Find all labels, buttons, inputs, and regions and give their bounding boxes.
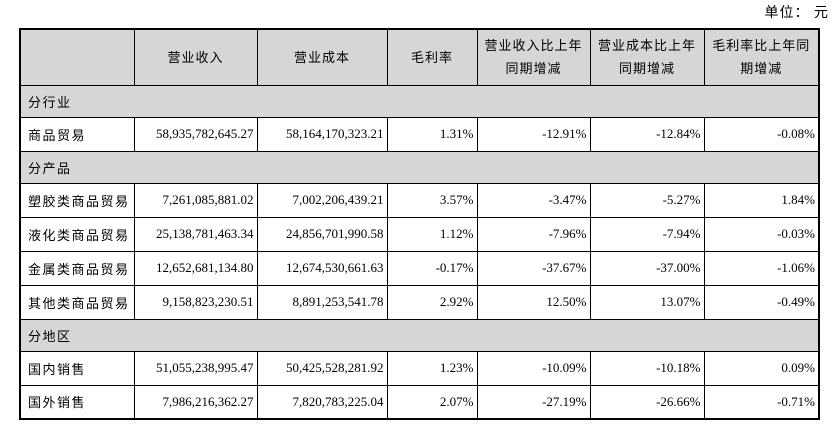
header-cell-gross-margin: 毛利率 <box>386 28 478 86</box>
cell-value: 8,891,253,541.78 <box>256 284 388 320</box>
header-cell-margin-yoy: 毛利率比上年同期增减 <box>703 28 820 86</box>
section-label: 分地区 <box>19 318 820 352</box>
data-row: 金属类商品贸易 12,652,681,134.80 12,674,530,661.6… <box>19 250 820 286</box>
data-row: 国外销售 7,986,216,362.27 7,820,783,225.04 2.07… <box>19 384 820 420</box>
data-row: 塑胶类商品贸易 7,261,085,881.02 7,002,206,439.21 3… <box>19 182 820 218</box>
row-label: 塑胶类商品贸易 <box>19 182 135 218</box>
header-cell-revenue-yoy: 营业收入比上年同期增减 <box>476 28 591 86</box>
cell-value: 12,652,681,134.80 <box>133 250 258 286</box>
row-label: 国内销售 <box>19 350 135 386</box>
cell-value: 1.12% <box>386 216 478 252</box>
cell-value: -37.00% <box>589 250 705 286</box>
cell-value: 7,261,085,881.02 <box>133 182 258 218</box>
cell-value: -0.49% <box>703 284 820 320</box>
cell-value: 13.07% <box>589 284 705 320</box>
cell-value: 2.07% <box>386 384 478 420</box>
cell-value: -12.84% <box>589 116 705 152</box>
row-label: 其他类商品贸易 <box>19 284 135 320</box>
cell-value: 7,986,216,362.27 <box>133 384 258 420</box>
row-label: 金属类商品贸易 <box>19 250 135 286</box>
cell-value: 2.92% <box>386 284 478 320</box>
cell-value: -7.94% <box>589 216 705 252</box>
cell-value: -27.19% <box>476 384 591 420</box>
header-cell-revenue: 营业收入 <box>133 28 258 86</box>
cell-value: 3.57% <box>386 182 478 218</box>
cell-value: 12.50% <box>476 284 591 320</box>
header-cell-cost: 营业成本 <box>256 28 388 86</box>
cell-value: 1.23% <box>386 350 478 386</box>
data-row: 其他类商品贸易 9,158,823,230.51 8,891,253,541.78 2… <box>19 284 820 320</box>
cell-value: -0.08% <box>703 116 820 152</box>
cell-value: 24,856,701,990.58 <box>256 216 388 252</box>
cell-value: 7,002,206,439.21 <box>256 182 388 218</box>
cell-value: 51,055,238,995.47 <box>133 350 258 386</box>
data-row: 商品贸易 58,935,782,645.27 58,164,170,323.21 1.… <box>19 116 820 152</box>
cell-value: -10.18% <box>589 350 705 386</box>
row-label: 商品贸易 <box>19 116 135 152</box>
cell-value: -3.47% <box>476 182 591 218</box>
section-label: 分产品 <box>19 150 820 184</box>
cell-value: 58,935,782,645.27 <box>133 116 258 152</box>
cell-value: 12,674,530,661.63 <box>256 250 388 286</box>
cell-value: -10.09% <box>476 350 591 386</box>
cell-value: -37.67% <box>476 250 591 286</box>
section-label: 分行业 <box>19 84 820 118</box>
cell-value: -1.06% <box>703 250 820 286</box>
financial-segment-table: 营业收入 营业成本 毛利率 营业收入比上年同期增减 营业成本比上年同期增减 毛利… <box>19 28 820 420</box>
cell-value: -0.17% <box>386 250 478 286</box>
cell-value: 0.09% <box>703 350 820 386</box>
cell-value: -12.91% <box>476 116 591 152</box>
cell-value: -0.03% <box>703 216 820 252</box>
header-cell-cost-yoy: 营业成本比上年同期增减 <box>589 28 705 86</box>
cell-value: 1.31% <box>386 116 478 152</box>
cell-value: 1.84% <box>703 182 820 218</box>
cell-value: 58,164,170,323.21 <box>256 116 388 152</box>
section-row: 分产品 <box>19 150 820 184</box>
cell-value: 7,820,783,225.04 <box>256 384 388 420</box>
unit-label: 单位： 元 <box>764 6 829 21</box>
row-label: 国外销售 <box>19 384 135 420</box>
header-row: 营业收入 营业成本 毛利率 营业收入比上年同期增减 营业成本比上年同期增减 毛利… <box>19 28 820 86</box>
cell-value: -0.71% <box>703 384 820 420</box>
cell-value: 25,138,781,463.34 <box>133 216 258 252</box>
cell-value: -26.66% <box>589 384 705 420</box>
data-row: 国内销售 51,055,238,995.47 50,425,528,281.92 1.… <box>19 350 820 386</box>
section-row: 分地区 <box>19 318 820 352</box>
cell-value: 50,425,528,281.92 <box>256 350 388 386</box>
row-label: 液化类商品贸易 <box>19 216 135 252</box>
data-row: 液化类商品贸易 25,138,781,463.34 24,856,701,990.5… <box>19 216 820 252</box>
header-cell-blank <box>19 28 135 86</box>
cell-value: -7.96% <box>476 216 591 252</box>
cell-value: -5.27% <box>589 182 705 218</box>
section-row: 分行业 <box>19 84 820 118</box>
cell-value: 9,158,823,230.51 <box>133 284 258 320</box>
